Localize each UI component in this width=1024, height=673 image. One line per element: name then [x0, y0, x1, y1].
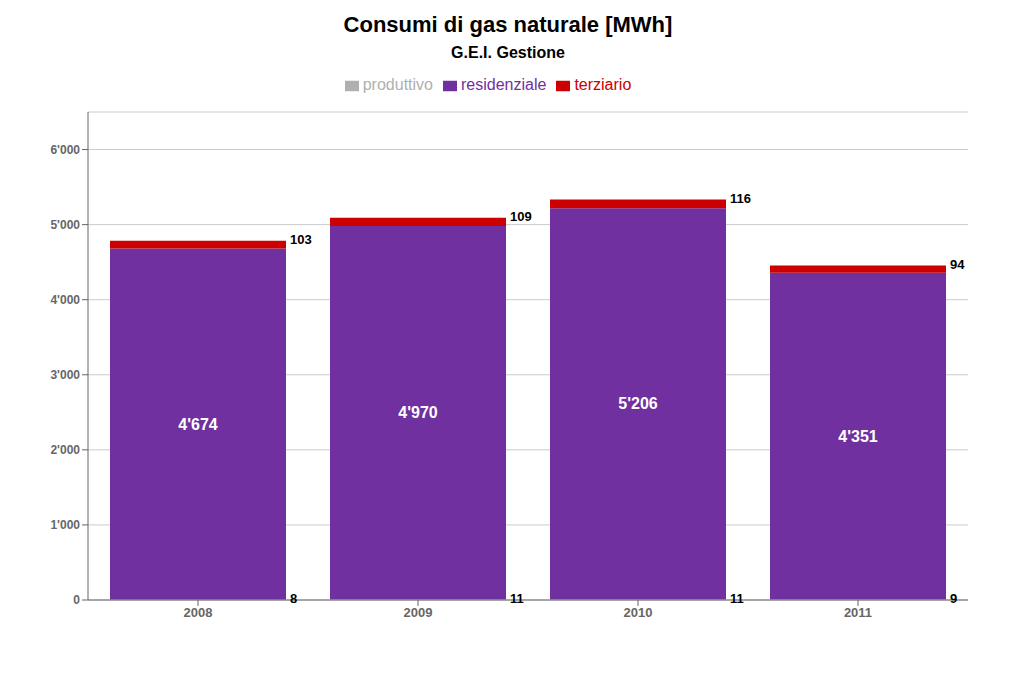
- html-text:G.E.I. Gestione: G.E.I. Gestione: [451, 44, 565, 61]
- svg-text:9: 9: [950, 591, 957, 606]
- svg-text:2'000: 2'000: [50, 443, 80, 457]
- html-text:terziario: terziario: [574, 76, 632, 93]
- svg-text:2011: 2011: [844, 605, 872, 620]
- svg-text:94: 94: [950, 257, 965, 272]
- svg-text:116: 116: [730, 191, 751, 206]
- svg-text:11: 11: [510, 591, 524, 606]
- svg-text:5'206: 5'206: [618, 395, 658, 412]
- svg-text:109: 109: [510, 209, 532, 224]
- svg-text:8: 8: [290, 591, 297, 606]
- svg-text:6'000: 6'000: [50, 143, 80, 157]
- html-text:Consumi di gas naturale [MWh]: Consumi di gas naturale [MWh]: [343, 12, 673, 37]
- html-text:residenziale: residenziale: [461, 76, 547, 93]
- svg-text:2009: 2009: [404, 605, 433, 620]
- svg-text:0: 0: [73, 593, 80, 607]
- svg-text:4'674: 4'674: [178, 416, 218, 433]
- svg-text:2010: 2010: [624, 605, 653, 620]
- svg-text:4'000: 4'000: [50, 293, 80, 307]
- svg-text:11: 11: [730, 591, 744, 606]
- svg-text:4'351: 4'351: [838, 428, 878, 445]
- svg-text:3'000: 3'000: [50, 368, 80, 382]
- svg-text:103: 103: [290, 232, 312, 247]
- svg-text:5'000: 5'000: [50, 218, 80, 232]
- svg-text:4'970: 4'970: [398, 404, 438, 421]
- svg-text:1'000: 1'000: [50, 518, 80, 532]
- svg-text:2008: 2008: [184, 605, 213, 620]
- html-text:produttivo: produttivo: [362, 76, 433, 93]
